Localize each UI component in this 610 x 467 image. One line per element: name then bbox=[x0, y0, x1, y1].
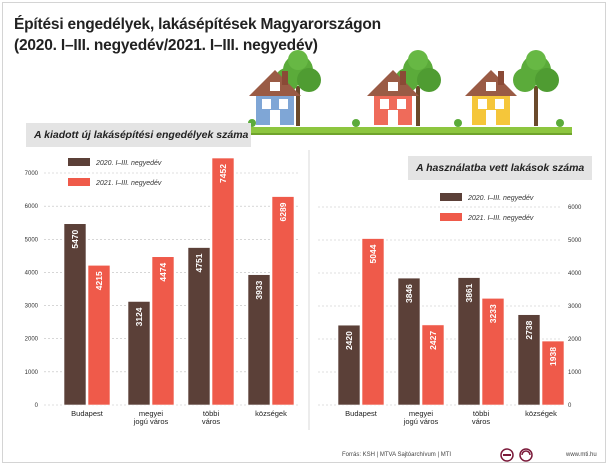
y-tick-label: 4000 bbox=[568, 271, 582, 277]
category-label: megyei bbox=[139, 409, 164, 418]
bar bbox=[63, 223, 87, 406]
y-tick-label: 7000 bbox=[25, 171, 39, 177]
page-subtitle: (2020. I–III. negyedév/2021. I–III. negy… bbox=[14, 37, 318, 54]
y-tick-label: 0 bbox=[568, 403, 572, 409]
category-label: jogú város bbox=[403, 417, 439, 426]
legend-label: 2020. I–III. negyedév bbox=[95, 160, 162, 167]
bar-value-label: 1938 bbox=[548, 347, 558, 366]
bar-value-label: 4474 bbox=[158, 262, 168, 281]
bar bbox=[361, 238, 385, 406]
chart-title-permits: A kiadott új lakásépítési engedélyek szá… bbox=[26, 123, 251, 147]
bar-value-label: 3846 bbox=[404, 284, 414, 303]
y-tick-label: 4000 bbox=[25, 270, 39, 276]
y-tick-label: 2000 bbox=[568, 337, 582, 343]
bar-value-label: 3124 bbox=[134, 307, 144, 326]
bar-value-label: 5044 bbox=[368, 244, 378, 263]
bar bbox=[397, 277, 421, 406]
category-label: jogú város bbox=[133, 417, 169, 426]
bar bbox=[337, 324, 361, 406]
bar bbox=[247, 274, 271, 406]
bar bbox=[457, 277, 481, 406]
bar-value-label: 6289 bbox=[278, 202, 288, 221]
legend-label: 2021. I–III. negyedév bbox=[467, 215, 534, 222]
category-label: községek bbox=[255, 409, 287, 418]
category-label: város bbox=[472, 417, 491, 426]
category-label: többi bbox=[203, 409, 220, 418]
category-label: város bbox=[202, 417, 221, 426]
legend-swatch bbox=[440, 213, 462, 221]
category-label: megyei bbox=[409, 409, 434, 418]
bar bbox=[541, 340, 565, 406]
y-tick-label: 6000 bbox=[568, 205, 582, 211]
bar bbox=[151, 256, 175, 406]
bar bbox=[211, 157, 235, 406]
mtva-logo-icon bbox=[500, 448, 533, 462]
bar-value-label: 5470 bbox=[70, 229, 80, 248]
bar-value-label: 4751 bbox=[194, 253, 204, 272]
infographic-frame bbox=[2, 2, 606, 463]
y-tick-label: 5000 bbox=[25, 237, 39, 243]
y-tick-label: 5000 bbox=[568, 238, 582, 244]
bar bbox=[127, 301, 151, 406]
bar-value-label: 2427 bbox=[428, 331, 438, 350]
y-tick-label: 2000 bbox=[25, 337, 39, 343]
category-label: községek bbox=[525, 409, 557, 418]
y-tick-label: 1000 bbox=[568, 370, 582, 376]
category-label: többi bbox=[473, 409, 490, 418]
chart-title-completions: A használatba vett lakások száma bbox=[408, 156, 592, 180]
site-url: www.mti.hu bbox=[566, 452, 597, 458]
legend-label: 2021. I–III. negyedév bbox=[95, 180, 162, 187]
category-label: Budapest bbox=[71, 409, 104, 418]
bar bbox=[517, 314, 541, 406]
bar bbox=[271, 196, 295, 406]
source-credit: Forrás: KSH | MTVA Sajtóarchívum | MTI bbox=[342, 452, 452, 458]
bar bbox=[421, 324, 445, 406]
bar bbox=[481, 298, 505, 406]
y-tick-label: 3000 bbox=[25, 304, 39, 310]
bar-value-label: 3933 bbox=[254, 280, 264, 299]
y-tick-label: 1000 bbox=[25, 370, 39, 376]
y-tick-label: 0 bbox=[35, 403, 39, 409]
legend-swatch bbox=[440, 193, 462, 201]
legend-swatch bbox=[68, 178, 90, 186]
bar bbox=[187, 247, 211, 406]
y-tick-label: 6000 bbox=[25, 204, 39, 210]
bar-value-label: 3861 bbox=[464, 283, 474, 302]
y-tick-label: 3000 bbox=[568, 304, 582, 310]
page-title: Építési engedélyek, lakásépítések Magyar… bbox=[14, 16, 381, 33]
bar-value-label: 2420 bbox=[344, 331, 354, 350]
bar-value-label: 7452 bbox=[218, 164, 228, 183]
legend-label: 2020. I–III. negyedév bbox=[467, 195, 534, 202]
bar-value-label: 4215 bbox=[94, 271, 104, 290]
category-label: Budapest bbox=[345, 409, 378, 418]
bar-value-label: 3233 bbox=[488, 304, 498, 323]
bar-value-label: 2738 bbox=[524, 320, 534, 339]
bar bbox=[87, 265, 111, 406]
legend-swatch bbox=[68, 158, 90, 166]
